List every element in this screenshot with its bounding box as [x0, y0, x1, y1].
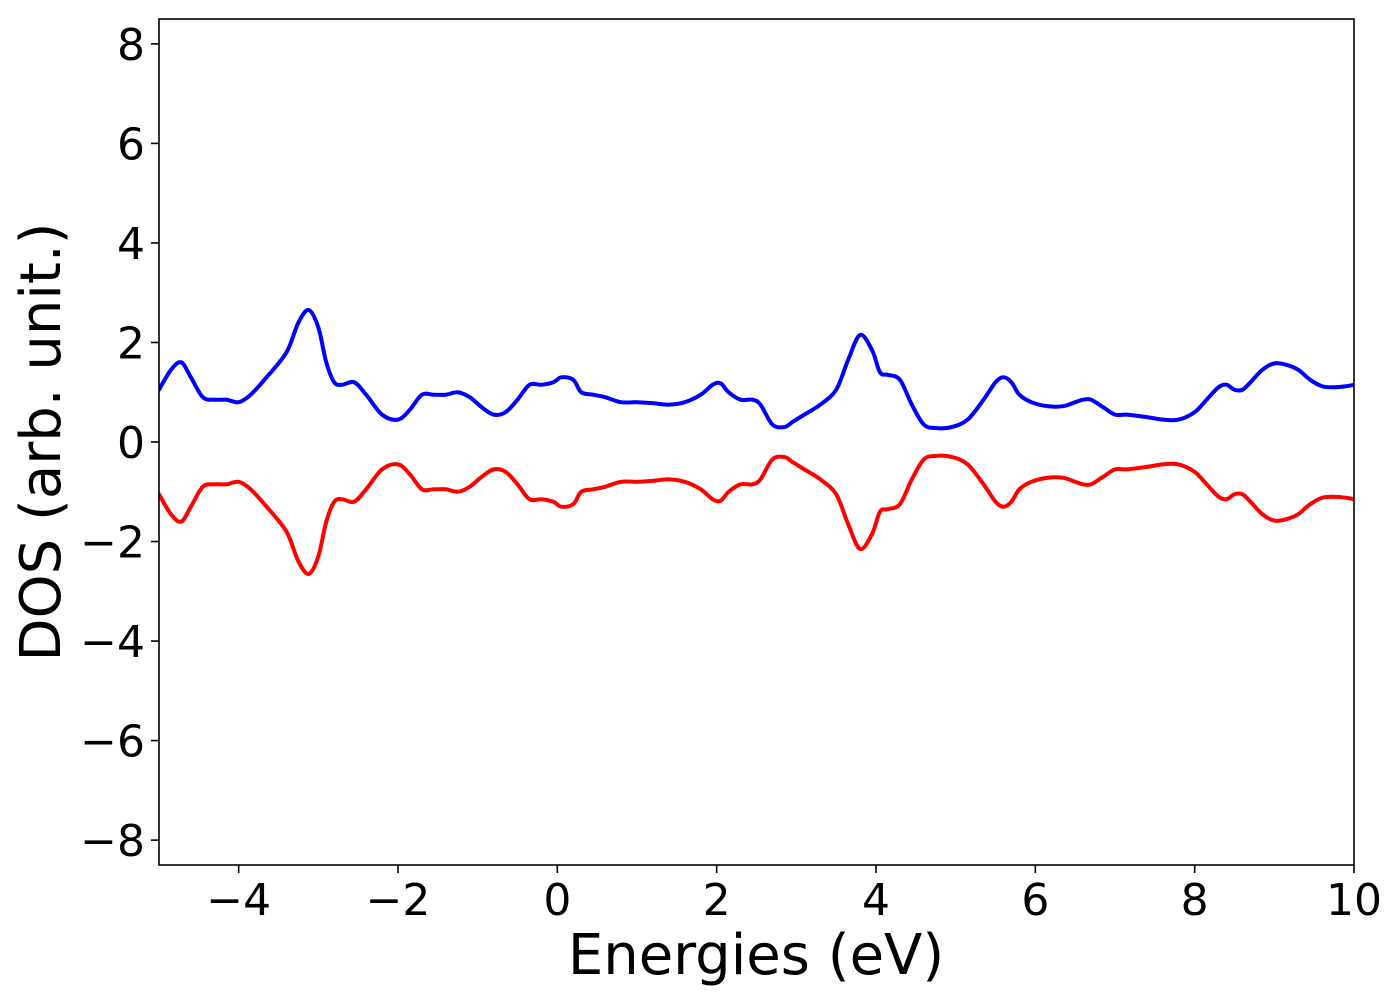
y-tick-label: 6 [117, 119, 145, 170]
y-tick-label: −8 [80, 816, 145, 867]
x-tick-label: 2 [703, 875, 731, 926]
x-axis-title: Energies (eV) [568, 923, 944, 988]
x-tick-label: 10 [1326, 875, 1382, 926]
series-line-spin-up [159, 308, 1354, 431]
y-axis-title: DOS (arb. unit.) [9, 222, 74, 661]
x-tick-label: 8 [1181, 875, 1209, 926]
series-layer [159, 308, 1354, 576]
y-tick-label: 2 [117, 318, 145, 369]
series-line-spin-down [159, 453, 1354, 576]
y-axis: 8 6 4 2 0 −2 −4 −6 −8 [80, 20, 159, 867]
x-tick-label: 4 [862, 875, 890, 926]
x-tick-label: 6 [1021, 875, 1049, 926]
y-tick-label: 4 [117, 219, 145, 270]
x-axis: −4 −2 0 2 4 6 8 10 [206, 865, 1382, 926]
x-tick-label: 0 [543, 875, 571, 926]
y-tick-label: 0 [117, 418, 145, 469]
y-tick-label: −6 [80, 717, 145, 768]
x-tick-label: −4 [206, 875, 271, 926]
y-tick-label: −4 [80, 617, 145, 668]
y-tick-label: −2 [80, 518, 145, 569]
y-tick-label: 8 [117, 20, 145, 71]
x-tick-label: −2 [366, 875, 431, 926]
